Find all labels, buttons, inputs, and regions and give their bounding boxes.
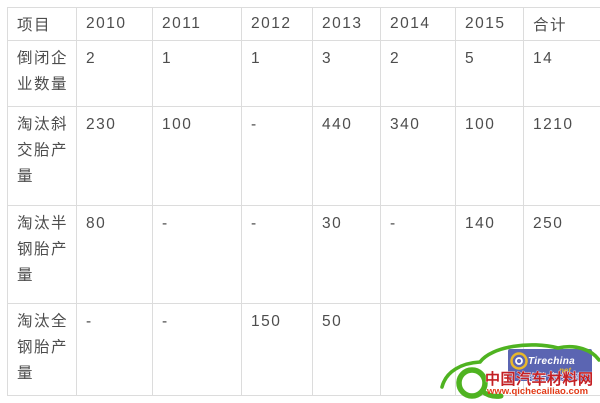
header-cell-2012: 2012 — [241, 7, 313, 41]
table-cell: - — [380, 205, 456, 304]
tirechina-cn-text: 轮胎商务网 — [527, 371, 582, 382]
table-cell — [380, 303, 456, 396]
at-icon — [510, 352, 528, 370]
header-cell-2014: 2014 — [380, 7, 456, 41]
table-cell: 30 — [312, 205, 381, 304]
table-cell: 80 — [76, 205, 153, 304]
table-cell: - — [241, 205, 313, 304]
table-header-row: 项目 2010 2011 2012 2013 2014 2015 合计 — [7, 7, 600, 41]
table-cell: 1210 — [523, 106, 600, 206]
table-cell: - — [152, 205, 242, 304]
tirechina-net-text: net — [559, 366, 571, 375]
row-label: 淘汰全钢胎产量 — [7, 303, 77, 396]
header-cell-2013: 2013 — [312, 7, 381, 41]
table-cell: 250 — [523, 205, 600, 304]
header-cell-2010: 2010 — [76, 7, 153, 41]
header-cell-2011: 2011 — [152, 7, 242, 41]
table-cell: - — [76, 303, 153, 396]
table-cell: 1 — [241, 40, 313, 107]
table-cell: 150 — [241, 303, 313, 396]
table-cell: - — [241, 106, 313, 206]
car-logo — [440, 343, 600, 399]
site-name: 中国汽车材料网 — [485, 370, 594, 388]
at-icon-inner — [515, 357, 523, 365]
table-cell: 140 — [455, 205, 524, 304]
tirechina-text: Tirechina — [528, 356, 575, 367]
data-table: 项目 2010 2011 2012 2013 2014 2015 合计 倒闭企业… — [7, 7, 600, 396]
tirechina-box — [508, 349, 592, 381]
table-cell: 1 — [152, 40, 242, 107]
table-row-bias-tire: 淘汰斜交胎产量 230 100 - 440 340 100 1210 — [7, 106, 600, 206]
header-cell-2015: 2015 — [455, 7, 524, 41]
watermark: Tirechina net 轮胎商务网 中国汽车材料网 www.qichecai… — [440, 343, 600, 399]
table-cell: 2 — [76, 40, 153, 107]
site-url: www.qichecailiao.com — [486, 386, 588, 397]
table-cell: 440 — [312, 106, 381, 206]
header-cell-item: 项目 — [7, 7, 77, 41]
row-label: 倒闭企业数量 — [7, 40, 77, 107]
header-cell-total: 合计 — [523, 7, 600, 41]
table-cell: 230 — [76, 106, 153, 206]
tirechina-logo: Tirechina net 轮胎商务网 — [508, 349, 592, 382]
table-cell: 50 — [312, 303, 381, 396]
table-cell: 3 — [312, 40, 381, 107]
row-label: 淘汰斜交胎产量 — [7, 106, 77, 206]
q-tail-icon — [479, 388, 504, 399]
row-label: 淘汰半钢胎产量 — [7, 205, 77, 304]
table-row-semi-steel-tire: 淘汰半钢胎产量 80 - - 30 - 140 250 — [7, 205, 600, 304]
table-cell: 100 — [152, 106, 242, 206]
table-cell: 14 — [523, 40, 600, 107]
table-cell: - — [152, 303, 242, 396]
table-cell: 340 — [380, 106, 456, 206]
table-cell: 100 — [455, 106, 524, 206]
q-icon — [456, 367, 488, 399]
table-cell: 5 — [455, 40, 524, 107]
table-row-closed-companies: 倒闭企业数量 2 1 1 3 2 5 14 — [7, 40, 600, 107]
car-outline-icon — [440, 343, 600, 389]
table-cell: 2 — [380, 40, 456, 107]
